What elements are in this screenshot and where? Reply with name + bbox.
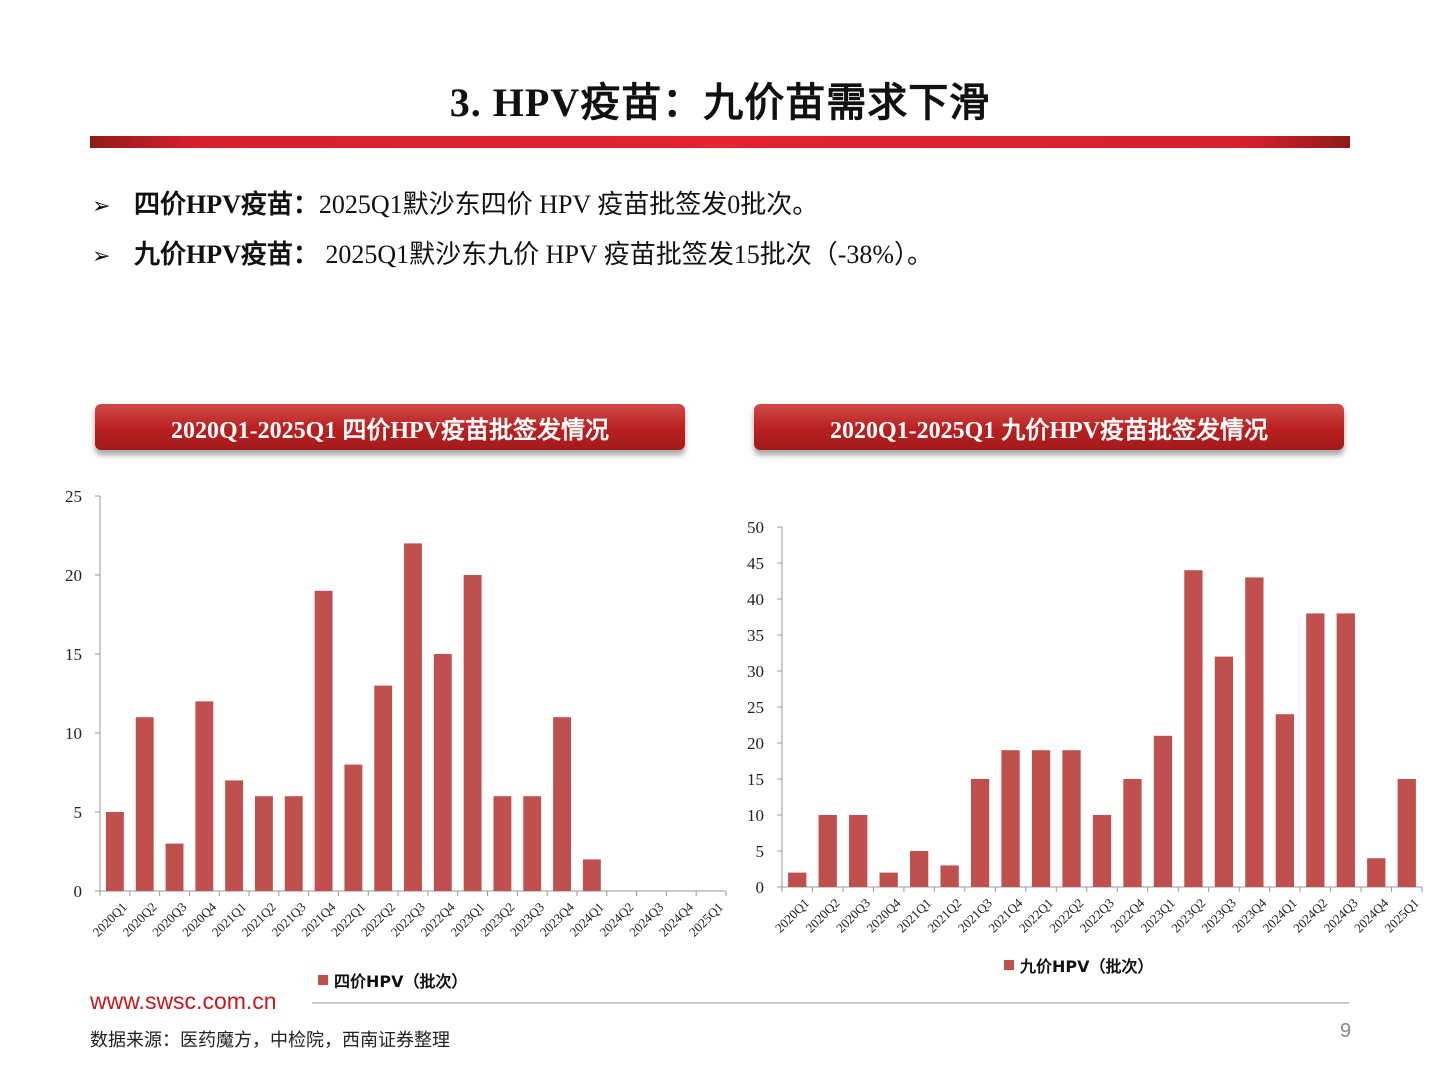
bar: [788, 872, 807, 887]
y-tick-label: 5: [756, 842, 765, 861]
bar: [1062, 750, 1081, 887]
legend-quadrivalent: 四价HPV（批次）: [318, 968, 468, 992]
bullet-item-nonavalent: ➢ 九价HPV疫苗 ： 2025Q1默沙东九价 HPV 疫苗批签发15批次（-3…: [92, 234, 933, 271]
bar: [105, 812, 124, 891]
bar: [879, 872, 898, 887]
bar: [1336, 613, 1355, 887]
bullet-label: 四价HPV疫苗: [134, 190, 293, 219]
chart-title-quadrivalent: 2020Q1-2025Q1 四价HPV疫苗批签发情况: [95, 404, 685, 450]
bar: [195, 701, 214, 891]
bullet-separator: ：: [292, 190, 319, 219]
title-divider: [90, 136, 1350, 148]
bar: [1031, 750, 1051, 887]
bar: [849, 815, 868, 887]
bar: [1184, 570, 1203, 887]
bar: [1245, 577, 1264, 887]
bar: [433, 654, 452, 891]
page-title: 3. HPV疫苗：九价苗需求下滑: [449, 80, 991, 125]
website-link[interactable]: www.swsc.com.cn: [90, 988, 277, 1014]
chart-title-nonavalent: 2020Q1-2025Q1 九价HPV疫苗批签发情况: [754, 404, 1344, 450]
bar: [374, 685, 393, 891]
bar: [314, 590, 333, 891]
legend-label: 九价HPV（批次）: [1020, 957, 1154, 976]
y-tick-label: 15: [65, 645, 82, 664]
footer-divider: [312, 1002, 1349, 1004]
bar-chart-quadrivalent: 05101520252020Q12020Q22020Q32020Q42021Q1…: [65, 487, 727, 940]
bar-chart-nonavalent: 051015202530354045502020Q12020Q22020Q320…: [747, 518, 1423, 936]
y-tick-label: 45: [747, 554, 764, 573]
data-source-note: 数据来源：医药魔方，中检院，西南证券整理: [90, 1030, 450, 1050]
y-tick-label: 40: [747, 590, 764, 609]
legend-nonavalent: 九价HPV（批次）: [1004, 953, 1154, 977]
bullet-text: 2025Q1默沙东四价 HPV 疫苗批签发0批次。: [318, 190, 819, 219]
y-tick-label: 10: [747, 806, 764, 825]
y-tick-label: 15: [747, 770, 764, 789]
bar: [463, 575, 482, 891]
y-tick-label: 0: [756, 878, 765, 897]
bar: [818, 815, 837, 887]
bullet-label: 九价HPV疫苗: [134, 240, 293, 269]
x-tick-label: 2025Q1: [1381, 895, 1421, 935]
y-tick-label: 20: [65, 566, 82, 585]
legend-swatch: [318, 975, 328, 985]
y-tick-label: 50: [747, 518, 764, 537]
arrow-icon: ➢: [92, 193, 111, 218]
bar: [582, 859, 601, 891]
y-tick-label: 0: [74, 882, 83, 901]
bar: [1397, 779, 1416, 887]
y-tick-label: 25: [65, 487, 82, 506]
bullet-separator: ：: [292, 240, 326, 269]
bar: [225, 780, 244, 891]
bar: [165, 843, 184, 891]
bar: [1306, 613, 1325, 887]
bar: [493, 796, 512, 891]
bar: [255, 796, 273, 891]
bar: [1123, 779, 1142, 887]
bar: [553, 717, 571, 891]
bar: [910, 851, 929, 887]
bullet-text: 2025Q1默沙东九价 HPV 疫苗批签发15批次（-38%）。: [325, 240, 934, 269]
bar: [1092, 815, 1112, 887]
y-tick-label: 25: [747, 698, 764, 717]
bar: [1214, 656, 1234, 887]
bar: [344, 764, 363, 891]
bar: [1367, 858, 1386, 887]
bar: [1275, 714, 1294, 887]
legend-swatch: [1004, 960, 1014, 970]
bullet-item-quadrivalent: ➢ 四价HPV疫苗 ： 2025Q1默沙东四价 HPV 疫苗批签发0批次。: [92, 184, 818, 221]
y-tick-label: 5: [74, 803, 83, 822]
bar: [1153, 735, 1173, 887]
bar: [284, 796, 303, 891]
bar: [523, 796, 542, 891]
y-tick-label: 20: [747, 734, 764, 753]
y-tick-label: 30: [747, 662, 764, 681]
arrow-icon: ➢: [92, 243, 111, 268]
bar: [404, 543, 422, 891]
page-number: 9: [1340, 1020, 1352, 1042]
legend-label: 四价HPV（批次）: [334, 972, 468, 991]
bar: [135, 717, 154, 891]
bar: [1001, 750, 1020, 887]
bar: [970, 779, 990, 887]
y-tick-label: 10: [65, 724, 82, 743]
y-tick-label: 35: [747, 626, 764, 645]
bar: [940, 865, 959, 887]
